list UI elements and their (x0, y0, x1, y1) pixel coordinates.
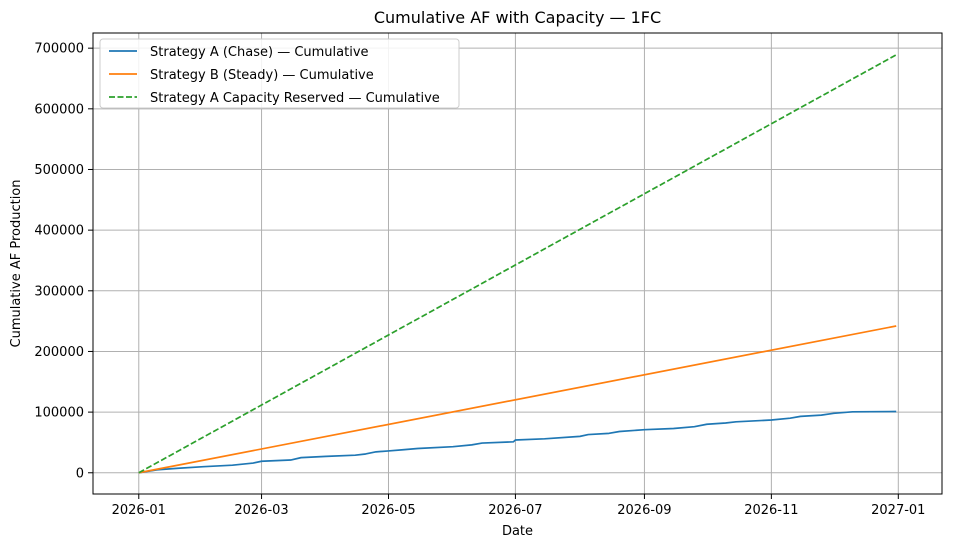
y-tick-label: 400000 (34, 224, 84, 239)
axis-ticks: 2026-01 2026-03 2026-05 2026-07 2026-09 2026-… (34, 42, 925, 518)
y-tick-label: 600000 (34, 102, 84, 117)
x-axis-title: Date (502, 524, 533, 539)
x-tick-label: 2026-05 (361, 503, 415, 518)
chart-title: Cumulative AF with Capacity — 1FC (374, 8, 661, 27)
legend-label-1: Strategy A (Chase) — Cumulative (150, 45, 369, 60)
legend: Strategy A (Chase) — Cumulative Strategy … (99, 38, 460, 109)
x-tick-label: 2026-01 (112, 503, 166, 518)
plot-series (138, 54, 897, 474)
x-tick-label: 2026-07 (488, 503, 542, 518)
x-tick-label: 2027-01 (871, 503, 925, 518)
legend-label-3: Strategy A Capacity Reserved — Cumulativ… (150, 91, 440, 106)
y-tick-label: 200000 (34, 345, 84, 360)
series-line-2 (138, 325, 897, 474)
legend-label-2: Strategy B (Steady) — Cumulative (150, 68, 374, 83)
series-line-1 (138, 410, 897, 474)
y-tick-label: 0 (76, 466, 84, 481)
grid-lines (93, 33, 942, 494)
series-line-3 (138, 54, 897, 474)
y-tick-label: 700000 (34, 42, 84, 57)
x-tick-label: 2026-11 (744, 503, 798, 518)
y-axis-title: Cumulative AF Production (9, 180, 24, 348)
y-tick-label: 500000 (34, 163, 84, 178)
y-tick-label: 300000 (34, 284, 84, 299)
legend-box (99, 38, 460, 109)
x-tick-label: 2026-03 (234, 503, 288, 518)
y-tick-label: 100000 (34, 406, 84, 421)
x-tick-label: 2026-09 (617, 503, 671, 518)
plot-frame (92, 32, 943, 495)
